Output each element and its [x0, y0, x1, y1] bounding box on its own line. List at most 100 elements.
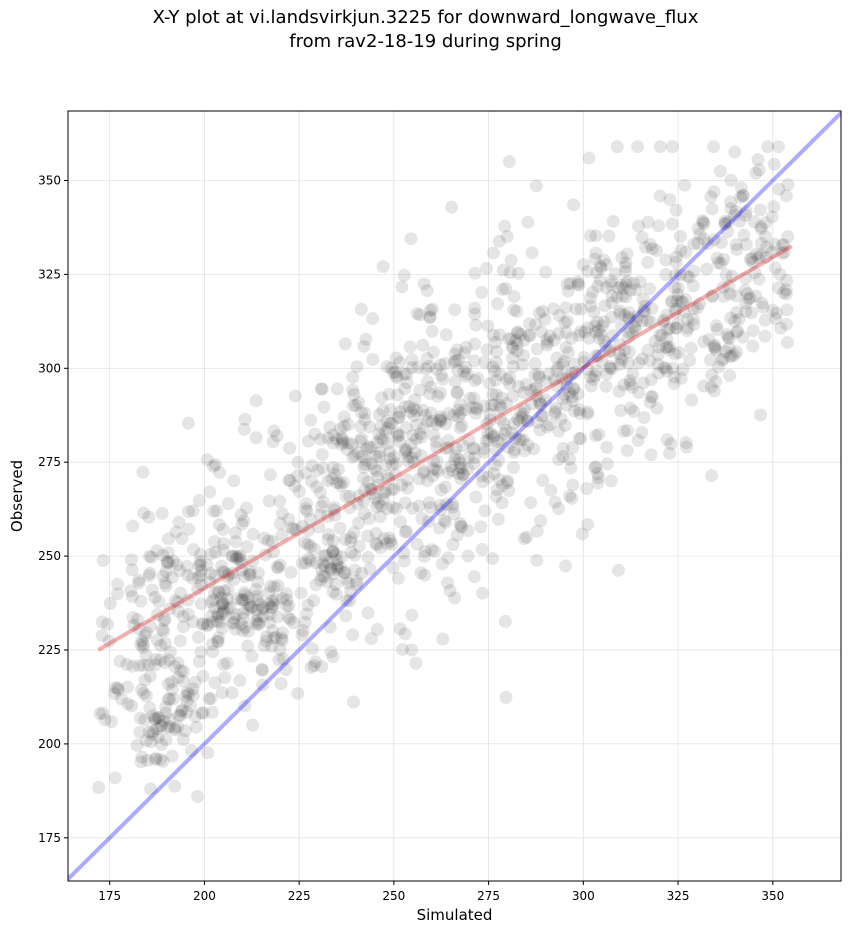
data-point [159, 700, 173, 714]
data-point [441, 576, 455, 590]
data-point [195, 617, 209, 631]
data-point [174, 664, 188, 678]
data-point [366, 352, 380, 366]
data-point [629, 314, 643, 328]
data-point [475, 469, 489, 483]
data-point [398, 400, 412, 414]
data-point [572, 431, 586, 445]
data-point [220, 570, 234, 584]
data-point [227, 572, 241, 586]
data-point [529, 380, 543, 394]
data-point [668, 268, 682, 282]
data-point [253, 597, 267, 611]
data-point [235, 563, 249, 577]
data-point [656, 316, 670, 330]
data-point [372, 450, 386, 464]
data-point [276, 626, 290, 640]
data-point [659, 361, 673, 375]
data-point [503, 371, 517, 385]
data-point [364, 482, 378, 496]
data-point [613, 304, 627, 318]
data-point [148, 658, 162, 672]
data-point [724, 311, 738, 325]
data-point [591, 349, 605, 363]
data-point [213, 615, 227, 629]
data-point [455, 419, 469, 433]
data-point [426, 345, 440, 359]
data-point [398, 442, 412, 456]
data-point [461, 524, 475, 538]
data-point [615, 353, 629, 367]
data-point [722, 341, 736, 355]
data-point [384, 534, 398, 548]
data-point [210, 504, 224, 518]
data-point [614, 404, 628, 418]
data-point [644, 448, 658, 462]
data-point [745, 306, 759, 320]
data-point [442, 466, 456, 480]
data-point [710, 323, 724, 337]
data-point [586, 372, 600, 386]
data-point [333, 561, 347, 575]
data-point [178, 724, 192, 738]
data-point [220, 656, 234, 670]
data-point [507, 417, 521, 431]
data-point [768, 237, 782, 251]
data-point [461, 549, 475, 563]
data-point [251, 609, 265, 623]
data-point [683, 353, 697, 367]
data-point [659, 253, 673, 267]
data-point [225, 686, 239, 700]
data-point [145, 583, 159, 597]
data-point [668, 305, 682, 319]
data-point [283, 473, 297, 487]
data-point [722, 279, 736, 293]
one-to-one-line [68, 111, 841, 881]
data-point [377, 492, 391, 506]
data-point [98, 713, 112, 727]
data-point [229, 608, 243, 622]
data-point [604, 274, 618, 288]
data-point [393, 405, 407, 419]
data-point [740, 287, 754, 301]
data-point [275, 591, 289, 605]
data-point [395, 642, 409, 656]
data-point [676, 362, 690, 376]
data-point [676, 295, 690, 309]
data-point [758, 313, 772, 327]
data-point [168, 721, 182, 735]
data-point [344, 584, 358, 598]
data-point [398, 382, 412, 396]
data-point [185, 571, 199, 585]
data-point [589, 229, 603, 243]
data-point [350, 360, 364, 374]
data-point [265, 534, 279, 548]
data-point [266, 545, 280, 559]
data-point [404, 232, 418, 246]
data-point [282, 599, 296, 613]
data-point [492, 453, 506, 467]
data-point [713, 164, 727, 178]
data-point [646, 389, 660, 403]
data-point [674, 371, 688, 385]
data-point [702, 332, 716, 346]
data-point [242, 598, 256, 612]
data-point [319, 548, 333, 562]
data-point [423, 310, 437, 324]
data-point [628, 322, 642, 336]
data-point [148, 712, 162, 726]
data-point [736, 189, 750, 203]
data-point [493, 328, 507, 342]
data-point [380, 469, 394, 483]
data-point [275, 631, 289, 645]
data-point [389, 456, 403, 470]
data-point [602, 345, 616, 359]
data-point [452, 453, 466, 467]
data-point [780, 317, 794, 331]
data-point [329, 547, 343, 561]
data-point [727, 348, 741, 362]
data-point [380, 414, 394, 428]
data-point [379, 458, 393, 472]
data-point [546, 302, 560, 316]
